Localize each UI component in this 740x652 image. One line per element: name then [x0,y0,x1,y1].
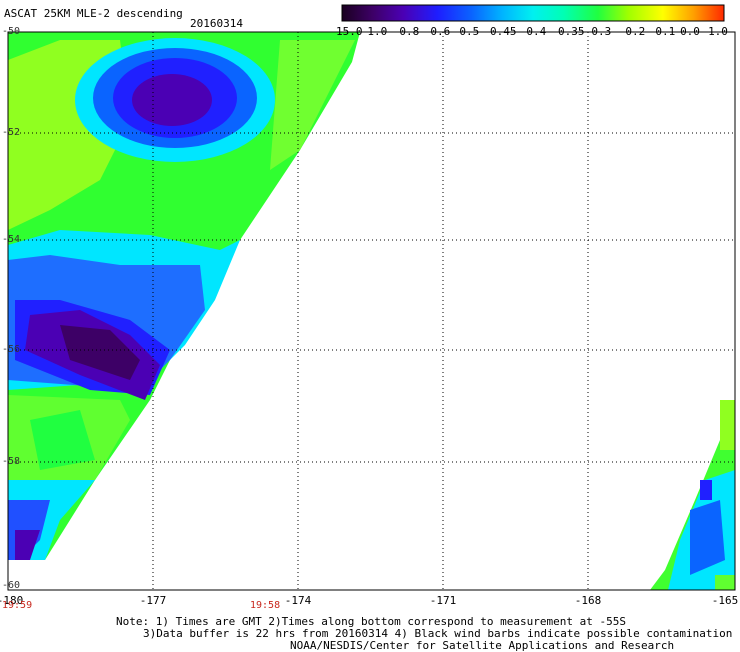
colorbar-label: -1.0 [360,25,388,38]
y-tick-label: -60 [2,580,21,591]
colorbar-label: -0.4 [519,25,547,38]
note-line-1: Note: 1) Times are GMT 2)Times along bot… [116,615,626,628]
colorbar-label: -0.8 [392,25,420,38]
x-tick-label: -171 [429,594,457,607]
colorbar [341,4,725,22]
colorbar-label: -15.0 [329,25,363,38]
note-line-3: NOAA/NESDIS/Center for Satellite Applica… [290,639,675,652]
grid [8,32,735,590]
colorbar-label: -0.45 [483,25,517,38]
colorbar-label: -0.35 [551,25,585,38]
y-tick-label: -56 [2,344,21,355]
plot-title: ASCAT 25KM MLE-2 descending [4,7,183,20]
time-label-mid: 19:58 [250,600,281,611]
x-tick-label: -180 [0,594,24,607]
colorbar-label: -0.1 [648,25,676,38]
x-tick-label: -177 [139,594,167,607]
plot-date: 20160314 [190,17,243,30]
y-tick-label: -52 [2,127,21,138]
y-tick-label: -50 [2,26,21,37]
time-label-left: 19:59 [2,600,33,611]
swath-west [8,32,360,560]
y-tick-label: -54 [2,234,21,245]
colorbar-label: -0.6 [423,25,451,38]
colorbar-label: -0.5 [452,25,480,38]
x-tick-label: -174 [284,594,312,607]
plot-frame [7,31,736,591]
colorbar-label: -0.2 [618,25,646,38]
colorbar-label: 0.0 [680,25,700,38]
x-tick-label: -165 [711,594,739,607]
y-tick-label: -58 [2,456,21,467]
colorbar-label: -0.3 [584,25,612,38]
x-tick-label: -168 [574,594,602,607]
swath-east [650,400,735,590]
colorbar-label: 1.0 [708,25,728,38]
note-line-2: 3)Data buffer is 22 hrs from 20160314 4)… [143,627,733,640]
